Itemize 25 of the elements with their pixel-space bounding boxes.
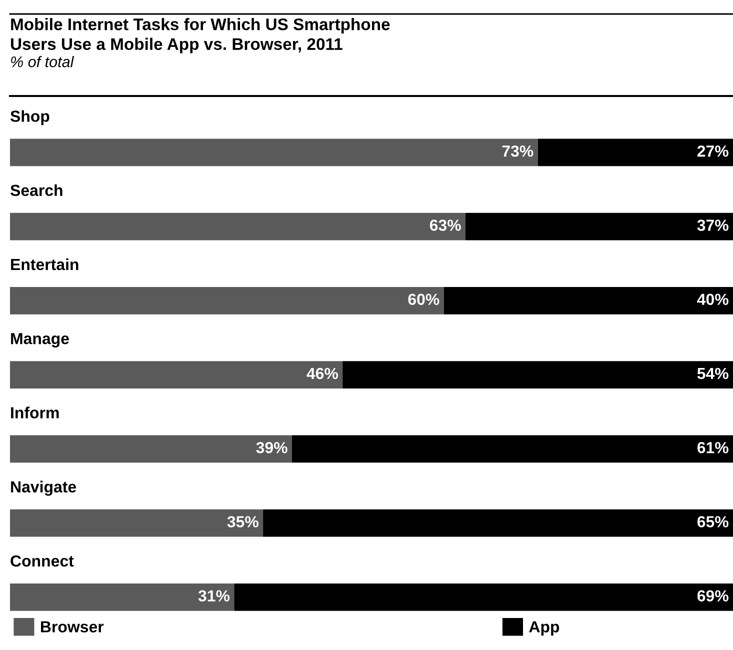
data-label: 46% — [306, 368, 338, 380]
y-tick-label: Manage — [11, 333, 69, 348]
data-label: 63% — [430, 220, 461, 231]
data-label: 61% — [697, 442, 728, 454]
data-label: 37% — [697, 220, 728, 231]
legend-label: Browser — [41, 621, 104, 632]
data-label: 54% — [697, 368, 728, 380]
data-label: 60% — [408, 294, 440, 306]
data-label: 35% — [227, 516, 258, 528]
legend-label: App — [529, 621, 560, 636]
data-label: 39% — [256, 442, 288, 454]
y-tick-label: Search — [10, 184, 62, 196]
y-tick-label: Connect — [10, 555, 74, 567]
y-tick-label: Navigate — [11, 480, 76, 496]
chart-subtitle: % of total — [11, 56, 74, 68]
data-label: 40% — [697, 294, 728, 306]
data-label: 65% — [697, 516, 728, 528]
y-tick-label: Inform — [11, 406, 59, 418]
data-label: 27% — [697, 145, 728, 157]
y-tick-label: Entertain — [11, 258, 78, 270]
data-label: 73% — [502, 145, 534, 157]
y-tick-label: Shop — [10, 110, 50, 126]
chart-title: Mobile Internet Tasks for Which US Smartphone Users Use a Mobile App vs. Browser, 2011 — [11, 18, 390, 54]
data-label: 31% — [198, 590, 230, 602]
data-label: 69% — [697, 590, 728, 602]
